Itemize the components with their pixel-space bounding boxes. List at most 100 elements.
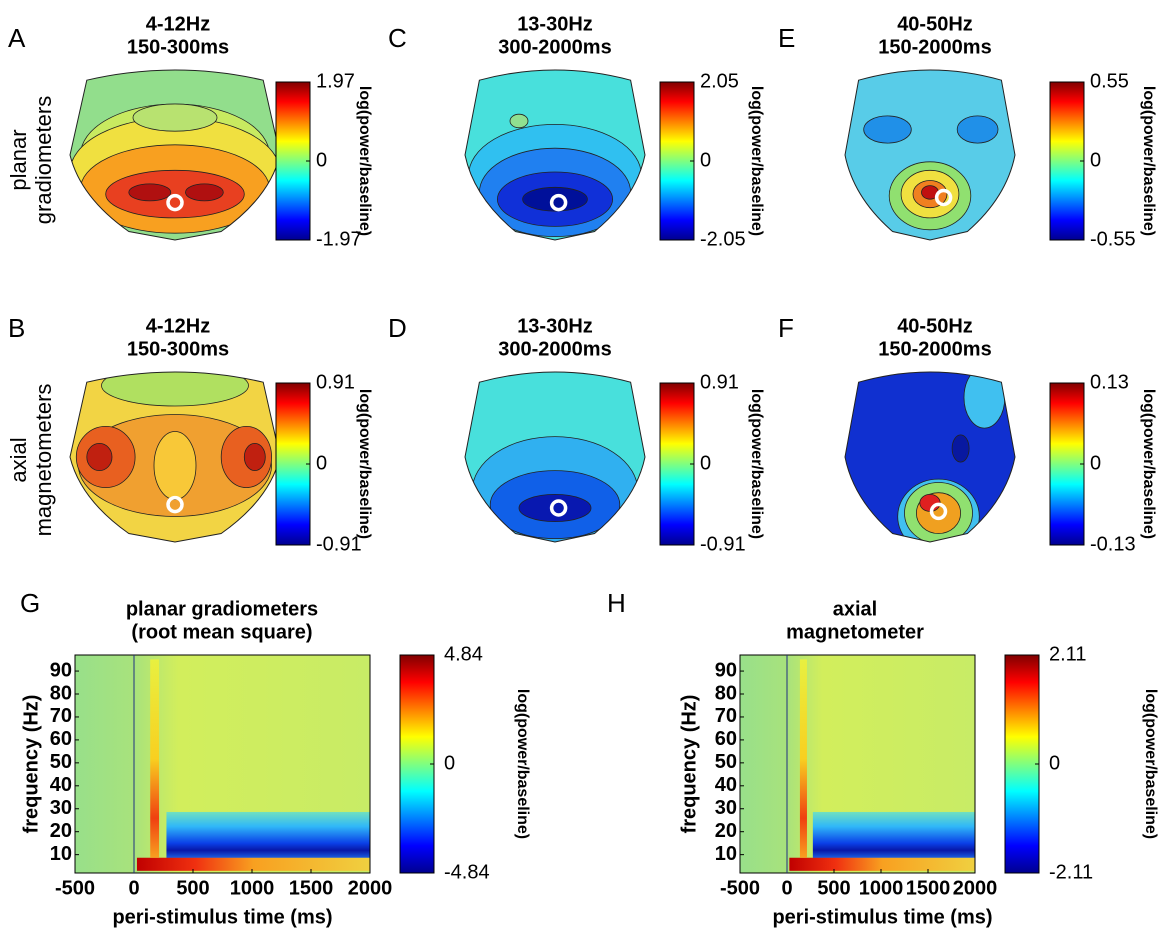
y-tick-label: 20 [715,820,737,842]
plot-frame [739,654,976,874]
topoplot-outline [69,69,281,241]
y-tick-label: 90 [715,659,737,681]
y-tick-label: 70 [715,705,737,727]
panel-title: 4-12Hz [146,13,210,35]
y-tick-label: 70 [50,705,72,727]
colorbar-tick-label: 0 [444,752,455,774]
panel-title: planar gradiometers [126,598,318,620]
topoplot-contour [86,442,113,471]
x-tick-label: 500 [817,877,850,899]
topoplot [845,70,1015,240]
panel-letter: A [8,23,26,53]
colorbar-tick-label: -0.55 [1090,228,1136,250]
y-tick-label: 50 [715,751,737,773]
panel-title: 150-300ms [127,36,229,58]
panel-letter: B [8,313,25,343]
topoplot-fill [845,70,1015,240]
topoplot-contour [101,372,249,407]
colorbar-tick-label: -0.91 [700,533,746,555]
topoplot-contour [863,115,912,144]
topoplot-contour [132,103,218,132]
panel-letter: F [778,313,794,343]
topoplot-contour [963,372,1006,429]
panel-title: 300-2000ms [498,36,611,58]
colorbar [659,382,695,546]
colorbar-tick-label: 1.97 [316,70,355,92]
panel-letter: H [607,588,626,618]
colorbar-tick-label: -0.91 [316,533,362,555]
panel-title: 40-50Hz [897,13,973,35]
colorbar [275,81,311,241]
panel-letter: C [388,23,407,53]
sensor-marker [549,193,568,212]
panel-title: axial [833,598,877,620]
panel-title: 13-30Hz [517,13,593,35]
topoplot [845,372,1015,542]
x-tick-label: 2000 [348,877,393,899]
row-label: planar [6,129,31,190]
topoplot-outline [69,371,281,543]
tf-gamma-increase [150,659,160,858]
panel-title: 150-2000ms [878,36,991,58]
row-label: axial [6,437,31,482]
y-tick-label: 60 [715,728,737,750]
topoplot [70,70,280,240]
colorbar-tick-label: -1.97 [316,228,362,250]
colorbar [659,81,695,241]
y-tick-label: 80 [715,682,737,704]
x-tick-label: 2000 [953,877,998,899]
colorbar-tick-label: 0.13 [1090,371,1129,393]
y-tick-label: 60 [50,728,72,750]
topoplot-contour [518,493,592,522]
sensor-marker [929,502,948,521]
topoplot [70,372,280,542]
tf-beta-decrease [812,811,975,860]
x-tick-label: 1500 [906,877,951,899]
x-tick-label: 0 [128,877,139,899]
x-tick-label: 1500 [289,877,334,899]
colorbar-tick-label: 0 [1090,452,1101,474]
colorbar-tick-label: 0.55 [1090,70,1129,92]
x-tick-label: 1000 [859,877,904,899]
y-tick-label: 10 [715,843,737,865]
colorbar-tick-label: 2.11 [1049,643,1086,665]
colorbar-label: log(power/baseline) [748,389,765,539]
topoplot [465,372,645,542]
tf-beta-decrease [166,811,370,860]
y-tick-label: 30 [50,797,72,819]
colorbar [1004,654,1040,874]
y-tick-label: 80 [50,682,72,704]
colorbar-tick-label: 4.84 [444,643,483,665]
colorbar-tick-label: -2.05 [700,228,746,250]
colorbar-label: log(power/baseline) [356,389,373,539]
sensor-marker [166,193,184,212]
x-tick-label: 1000 [230,877,275,899]
panel-letter: G [20,588,40,618]
topoplot-outline [844,69,1016,241]
panel-letter: D [388,313,407,343]
panel-title: (root mean square) [131,621,312,643]
row-label: magnetometers [31,384,56,537]
panel-title: 300-2000ms [498,338,611,360]
tf-theta-increase [136,857,370,871]
topoplot-outline [844,371,1016,543]
topoplot-contour [509,113,529,129]
colorbar-tick-label: 0 [1090,149,1101,171]
panel-title: 40-50Hz [897,315,973,337]
x-axis-label: peri-stimulus time (ms) [112,906,332,928]
panel-letter: E [778,23,795,53]
x-axis-label: peri-stimulus time (ms) [772,906,992,928]
panel-title: 150-2000ms [878,338,991,360]
panel-title: 4-12Hz [146,315,210,337]
topoplot-contour [243,442,266,471]
colorbar-tick-label: -4.84 [444,861,490,883]
tf-gamma-increase [799,659,807,858]
colorbar-tick-label: -2.11 [1049,861,1093,883]
colorbar [1049,382,1085,546]
colorbar-tick-label: 0.91 [700,371,739,393]
tf-image [75,655,370,873]
y-tick-label: 40 [715,774,737,796]
y-tick-label: 40 [50,774,72,796]
tf-theta-increase [789,857,975,871]
